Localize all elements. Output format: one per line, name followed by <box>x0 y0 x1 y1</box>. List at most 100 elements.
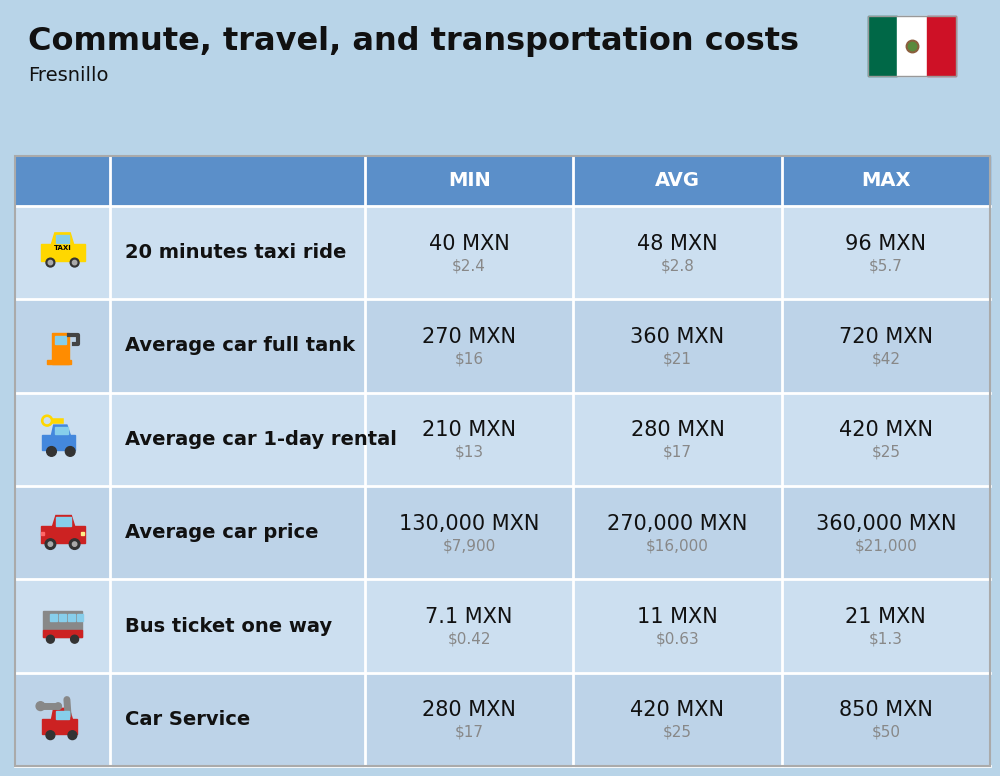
Text: 420 MXN: 420 MXN <box>839 421 933 440</box>
Text: $0.42: $0.42 <box>447 632 491 646</box>
Bar <box>15 156 110 206</box>
Bar <box>56 518 71 525</box>
Bar <box>52 333 69 364</box>
Bar <box>68 614 75 621</box>
Circle shape <box>48 542 53 546</box>
Bar <box>59 614 66 621</box>
Circle shape <box>70 258 79 267</box>
Bar <box>42 719 77 733</box>
Bar <box>365 580 573 673</box>
Text: Average car 1-day rental: Average car 1-day rental <box>125 430 397 449</box>
Bar <box>15 486 110 580</box>
Text: 850 MXN: 850 MXN <box>839 700 933 720</box>
Text: 48 MXN: 48 MXN <box>637 234 718 254</box>
Text: 20 minutes taxi ride: 20 minutes taxi ride <box>125 243 346 262</box>
Circle shape <box>65 447 75 456</box>
Bar <box>40 532 44 535</box>
Text: $0.63: $0.63 <box>656 632 699 646</box>
Bar <box>55 336 66 344</box>
Circle shape <box>46 731 55 740</box>
Text: 21 MXN: 21 MXN <box>845 607 926 627</box>
Circle shape <box>45 539 56 549</box>
Bar <box>110 673 365 766</box>
Text: $16,000: $16,000 <box>646 539 709 553</box>
Bar <box>782 206 990 300</box>
Text: $50: $50 <box>871 725 900 740</box>
Bar <box>868 16 897 76</box>
Text: 420 MXN: 420 MXN <box>631 700 724 720</box>
Text: 280 MXN: 280 MXN <box>631 421 724 440</box>
Bar <box>782 486 990 580</box>
Text: 270 MXN: 270 MXN <box>422 327 516 347</box>
Text: $21,000: $21,000 <box>854 539 917 553</box>
Bar <box>782 156 990 206</box>
Text: $21: $21 <box>663 352 692 366</box>
Bar <box>110 580 365 673</box>
Bar <box>77 614 83 621</box>
Bar <box>15 300 110 393</box>
Text: 360,000 MXN: 360,000 MXN <box>816 514 956 534</box>
Text: 40 MXN: 40 MXN <box>429 234 510 254</box>
Bar <box>365 300 573 393</box>
Bar <box>15 206 110 300</box>
Circle shape <box>46 636 54 643</box>
Bar <box>573 580 782 673</box>
Bar <box>573 673 782 766</box>
Bar <box>365 486 573 580</box>
Bar <box>782 393 990 486</box>
Text: $42: $42 <box>871 352 900 366</box>
Text: 130,000 MXN: 130,000 MXN <box>399 514 539 534</box>
Bar <box>55 427 68 435</box>
Polygon shape <box>52 425 70 435</box>
Bar <box>110 393 365 486</box>
Text: MAX: MAX <box>861 171 911 190</box>
Text: 7.1 MXN: 7.1 MXN <box>425 607 513 627</box>
Circle shape <box>42 415 53 426</box>
Circle shape <box>69 539 80 549</box>
Bar <box>927 16 956 76</box>
Bar <box>782 673 990 766</box>
Bar <box>110 156 365 206</box>
Text: 280 MXN: 280 MXN <box>422 700 516 720</box>
Text: Average car price: Average car price <box>125 523 318 542</box>
Text: TAXI: TAXI <box>54 245 71 251</box>
Bar <box>40 526 84 542</box>
Text: $25: $25 <box>663 725 692 740</box>
Bar <box>43 611 82 637</box>
Bar <box>110 486 365 580</box>
Text: $2.8: $2.8 <box>661 258 694 273</box>
Circle shape <box>48 261 53 265</box>
Polygon shape <box>52 233 74 244</box>
Text: $13: $13 <box>455 445 484 460</box>
Text: 360 MXN: 360 MXN <box>630 327 725 347</box>
Bar <box>42 435 75 450</box>
Bar <box>365 673 573 766</box>
Circle shape <box>68 731 77 740</box>
Circle shape <box>55 703 61 709</box>
Circle shape <box>44 417 50 424</box>
Text: Average car full tank: Average car full tank <box>125 337 355 355</box>
Text: $16: $16 <box>455 352 484 366</box>
Polygon shape <box>52 708 72 719</box>
Bar <box>40 244 84 262</box>
Text: 210 MXN: 210 MXN <box>422 421 516 440</box>
Bar <box>365 156 573 206</box>
Circle shape <box>72 542 77 546</box>
Text: 96 MXN: 96 MXN <box>845 234 926 254</box>
Text: Commute, travel, and transportation costs: Commute, travel, and transportation cost… <box>28 26 799 57</box>
Text: $17: $17 <box>455 725 484 740</box>
Bar <box>365 206 573 300</box>
Text: $1.3: $1.3 <box>869 632 903 646</box>
Circle shape <box>71 636 79 643</box>
Text: $7,900: $7,900 <box>443 539 496 553</box>
Bar <box>573 486 782 580</box>
Text: $5.7: $5.7 <box>869 258 903 273</box>
Bar <box>43 630 82 637</box>
Text: Car Service: Car Service <box>125 710 250 729</box>
Text: MIN: MIN <box>448 171 491 190</box>
Text: AVG: AVG <box>655 171 700 190</box>
Bar <box>50 614 57 621</box>
Circle shape <box>46 258 55 267</box>
Bar <box>868 16 956 76</box>
Bar <box>897 16 927 76</box>
